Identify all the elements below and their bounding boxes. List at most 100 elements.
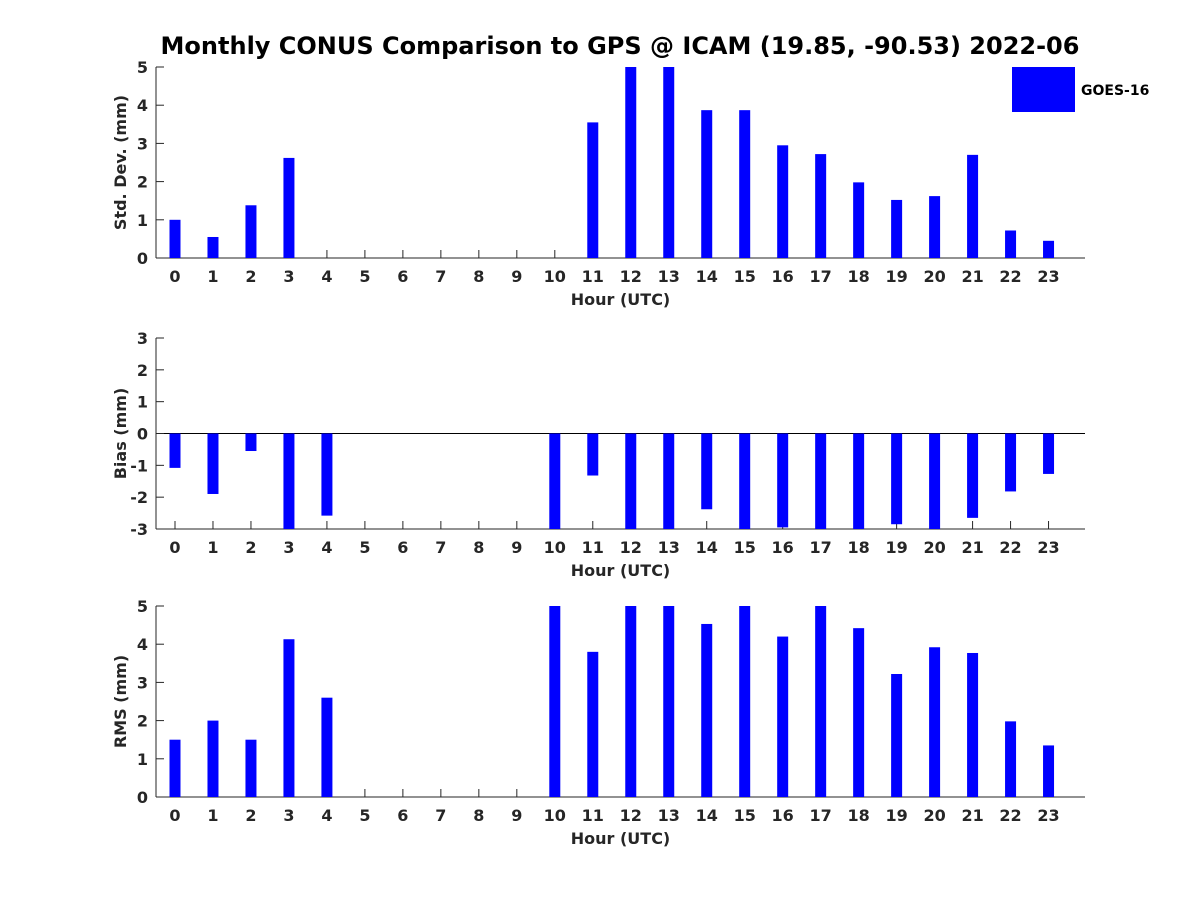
bar xyxy=(891,199,903,258)
bar xyxy=(891,673,903,797)
bar xyxy=(1043,240,1055,258)
y-tick-label: 0 xyxy=(137,249,148,268)
x-tick-label: 6 xyxy=(397,806,408,825)
bar xyxy=(815,154,827,258)
x-tick-label: 12 xyxy=(620,267,642,286)
bar xyxy=(1043,433,1055,474)
x-tick-label: 12 xyxy=(620,806,642,825)
bar xyxy=(1005,230,1017,258)
x-tick-label: 22 xyxy=(999,538,1021,557)
x-tick-label: 3 xyxy=(283,806,294,825)
y-tick-label: -3 xyxy=(130,520,148,539)
x-tick-label: 2 xyxy=(245,538,256,557)
x-tick-label: 1 xyxy=(207,806,218,825)
legend-label: GOES-16 xyxy=(1081,83,1149,99)
x-axis-label: Hour (UTC) xyxy=(571,561,671,580)
x-tick-label: 23 xyxy=(1037,267,1059,286)
x-tick-label: 18 xyxy=(848,538,870,557)
y-tick-label: 2 xyxy=(137,361,148,380)
x-tick-label: 20 xyxy=(923,538,945,557)
x-tick-label: 6 xyxy=(397,538,408,557)
bar xyxy=(663,606,675,797)
x-tick-label: 8 xyxy=(473,806,484,825)
bar xyxy=(853,182,865,258)
x-tick-label: 0 xyxy=(169,806,180,825)
bar xyxy=(169,739,181,797)
bar xyxy=(929,647,941,797)
x-tick-label: 13 xyxy=(658,267,680,286)
bar xyxy=(321,697,333,797)
x-tick-label: 0 xyxy=(169,267,180,286)
x-tick-label: 14 xyxy=(696,538,718,557)
x-tick-label: 16 xyxy=(772,267,794,286)
x-tick-label: 10 xyxy=(544,267,566,286)
y-tick-label: 3 xyxy=(137,329,148,348)
bar xyxy=(1005,433,1017,492)
x-tick-label: 4 xyxy=(321,806,332,825)
bar xyxy=(967,433,979,518)
x-tick-label: 15 xyxy=(734,806,756,825)
bar xyxy=(967,652,979,797)
x-tick-label: 2 xyxy=(245,267,256,286)
x-tick-label: 15 xyxy=(734,267,756,286)
bar xyxy=(663,433,675,529)
x-tick-label: 1 xyxy=(207,538,218,557)
x-tick-label: 22 xyxy=(999,267,1021,286)
x-tick-label: 1 xyxy=(207,267,218,286)
x-tick-label: 13 xyxy=(658,538,680,557)
y-tick-label: 4 xyxy=(137,635,148,654)
y-tick-label: 2 xyxy=(137,712,148,731)
x-tick-label: 8 xyxy=(473,267,484,286)
bar xyxy=(815,433,827,529)
x-tick-label: 11 xyxy=(582,806,604,825)
x-tick-label: 23 xyxy=(1037,538,1059,557)
x-tick-label: 18 xyxy=(848,806,870,825)
x-tick-label: 11 xyxy=(582,267,604,286)
y-tick-label: -2 xyxy=(130,488,148,507)
bar xyxy=(663,67,675,258)
x-tick-label: 20 xyxy=(923,267,945,286)
y-tick-label: 3 xyxy=(137,673,148,692)
x-tick-label: 21 xyxy=(961,538,983,557)
x-tick-label: 12 xyxy=(620,538,642,557)
y-tick-label: 2 xyxy=(137,173,148,192)
bar xyxy=(625,433,637,529)
bar xyxy=(739,433,751,529)
x-tick-label: 4 xyxy=(321,267,332,286)
x-tick-label: 10 xyxy=(544,806,566,825)
x-tick-label: 10 xyxy=(544,538,566,557)
bar xyxy=(587,122,599,258)
x-tick-label: 14 xyxy=(696,267,718,286)
bar xyxy=(891,433,903,525)
y-tick-label: 0 xyxy=(137,788,148,807)
bar xyxy=(245,433,257,452)
bar xyxy=(245,205,257,258)
bar xyxy=(929,433,941,529)
y-tick-label: 5 xyxy=(137,58,148,77)
x-tick-label: 19 xyxy=(885,538,907,557)
bar xyxy=(625,606,637,797)
legend: GOES-16 xyxy=(1012,67,1149,112)
y-axis-label: Bias (mm) xyxy=(111,388,130,480)
y-tick-label: 3 xyxy=(137,134,148,153)
x-tick-label: 9 xyxy=(511,538,522,557)
bar xyxy=(701,433,713,510)
bar xyxy=(283,157,295,258)
y-tick-label: 1 xyxy=(137,211,148,230)
x-tick-label: 7 xyxy=(435,538,446,557)
bar xyxy=(283,433,295,529)
bar xyxy=(245,739,257,797)
bar xyxy=(169,219,181,258)
x-tick-label: 3 xyxy=(283,538,294,557)
y-axis-label: Std. Dev. (mm) xyxy=(111,95,130,230)
bar xyxy=(701,623,713,797)
x-tick-label: 18 xyxy=(848,267,870,286)
bar xyxy=(283,639,295,797)
bar xyxy=(169,433,181,468)
x-tick-label: 21 xyxy=(961,806,983,825)
x-tick-label: 5 xyxy=(359,267,370,286)
